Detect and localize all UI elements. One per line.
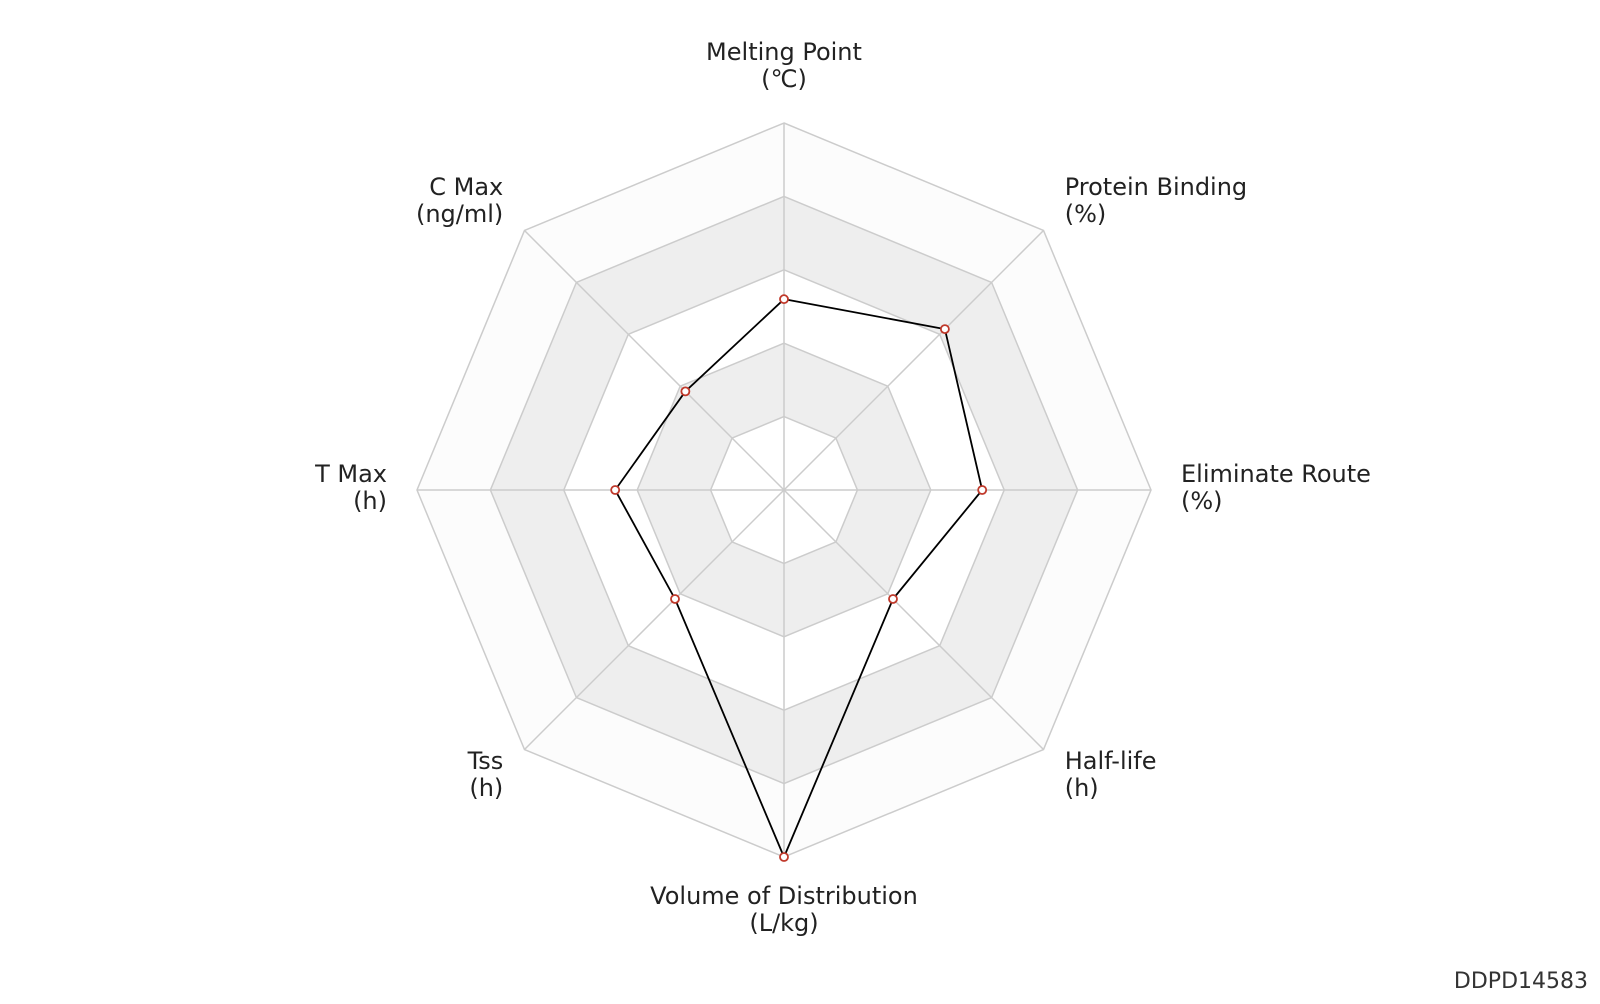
axis-unit: (L/kg) bbox=[749, 909, 818, 937]
spoke bbox=[783, 489, 1045, 751]
spoke bbox=[523, 489, 785, 751]
axis-unit: (℃) bbox=[761, 65, 807, 93]
axis-label: Tss bbox=[467, 747, 504, 775]
spoke bbox=[523, 229, 785, 491]
axis-label: Protein Binding bbox=[1065, 173, 1247, 201]
axis-unit: (ng/ml) bbox=[416, 200, 503, 228]
data-point bbox=[779, 294, 789, 305]
spoke bbox=[783, 229, 1045, 491]
axis-unit: (h) bbox=[1065, 774, 1099, 802]
axis-unit: (h) bbox=[469, 774, 503, 802]
data-point bbox=[888, 594, 898, 604]
axis-label: Half-life bbox=[1065, 747, 1157, 775]
axis-label: T Max bbox=[314, 460, 387, 488]
watermark: DDPD14583 bbox=[1454, 969, 1588, 994]
axis-unit: (%) bbox=[1181, 487, 1223, 515]
axis-unit: (h) bbox=[353, 487, 387, 515]
data-point bbox=[977, 485, 988, 495]
data-point bbox=[779, 852, 789, 862]
data-point bbox=[670, 594, 680, 604]
data-point bbox=[939, 324, 950, 335]
data-point bbox=[680, 386, 691, 397]
axis-label: Volume of Distribution bbox=[650, 882, 918, 910]
data-point bbox=[610, 485, 621, 495]
axis-label: Eliminate Route bbox=[1181, 460, 1371, 488]
axis-label: C Max bbox=[429, 173, 503, 201]
axis-label: Melting Point bbox=[706, 38, 862, 66]
axis-unit: (%) bbox=[1065, 200, 1107, 228]
